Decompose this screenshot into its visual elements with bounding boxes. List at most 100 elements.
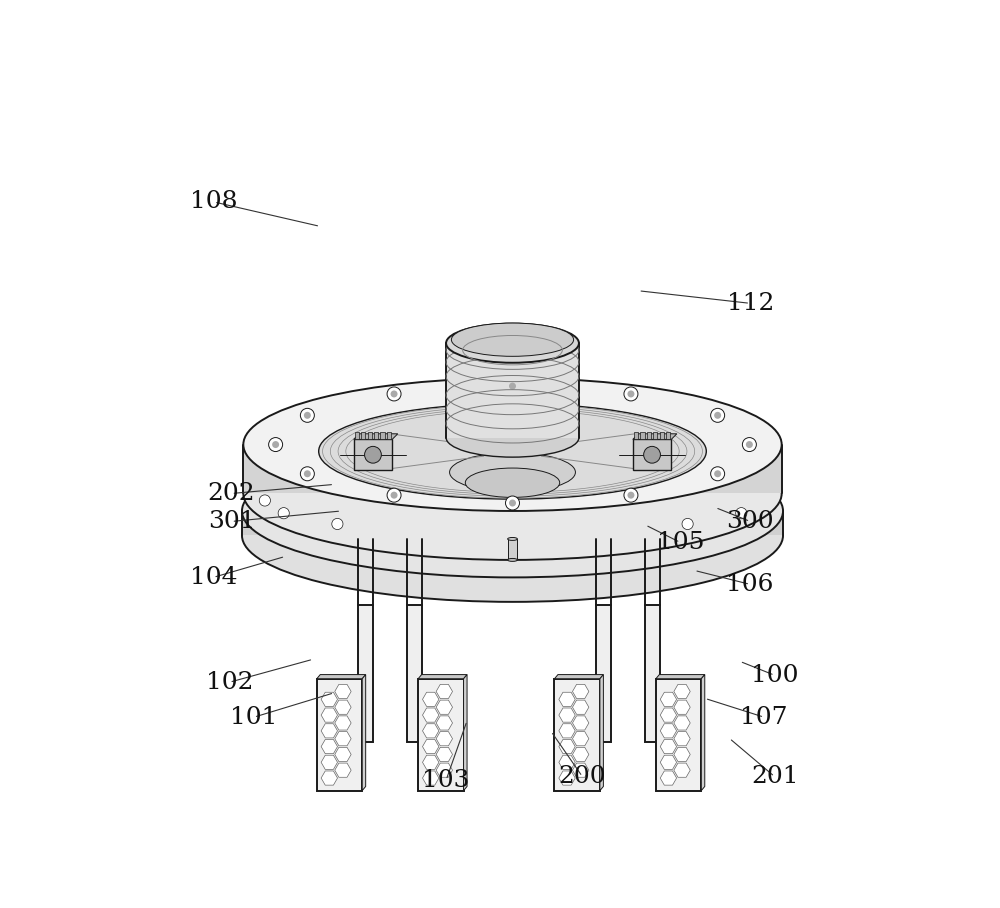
Polygon shape <box>423 771 439 785</box>
Polygon shape <box>423 755 439 769</box>
Polygon shape <box>660 724 677 738</box>
Bar <box>640 432 645 439</box>
Circle shape <box>304 470 311 478</box>
Polygon shape <box>321 708 338 722</box>
Polygon shape <box>423 724 439 738</box>
Polygon shape <box>572 700 589 715</box>
Polygon shape <box>559 708 575 722</box>
Bar <box>380 432 385 439</box>
Ellipse shape <box>508 538 517 540</box>
Polygon shape <box>572 747 589 762</box>
Polygon shape <box>436 763 453 777</box>
Polygon shape <box>418 675 467 679</box>
Bar <box>596 606 611 742</box>
Circle shape <box>278 508 289 518</box>
Polygon shape <box>317 675 366 679</box>
Circle shape <box>391 491 398 498</box>
Circle shape <box>714 470 721 478</box>
Polygon shape <box>335 747 351 762</box>
Polygon shape <box>572 716 589 730</box>
Bar <box>666 432 670 439</box>
Polygon shape <box>335 732 351 745</box>
Polygon shape <box>436 716 453 730</box>
Text: 200: 200 <box>559 765 606 788</box>
Bar <box>660 432 664 439</box>
Circle shape <box>682 518 693 529</box>
Polygon shape <box>335 763 351 777</box>
Polygon shape <box>251 495 774 509</box>
Polygon shape <box>242 511 783 536</box>
Circle shape <box>506 496 519 510</box>
Polygon shape <box>423 708 439 722</box>
Circle shape <box>365 447 381 463</box>
Circle shape <box>509 499 516 507</box>
Ellipse shape <box>243 378 782 511</box>
Polygon shape <box>674 763 690 777</box>
Circle shape <box>624 387 638 401</box>
Polygon shape <box>321 755 338 769</box>
Bar <box>361 432 365 439</box>
Circle shape <box>387 387 401 401</box>
Text: 104: 104 <box>190 566 237 589</box>
Polygon shape <box>436 700 453 715</box>
Bar <box>634 432 638 439</box>
Ellipse shape <box>508 558 517 561</box>
Bar <box>653 432 657 439</box>
Bar <box>407 606 422 742</box>
Text: 101: 101 <box>230 706 277 729</box>
Circle shape <box>387 489 401 502</box>
Polygon shape <box>559 771 575 785</box>
Circle shape <box>332 518 343 529</box>
Polygon shape <box>660 739 677 754</box>
Polygon shape <box>674 732 690 745</box>
Circle shape <box>259 495 270 506</box>
Ellipse shape <box>446 418 579 457</box>
Bar <box>355 432 359 439</box>
Circle shape <box>624 489 638 502</box>
Circle shape <box>300 409 314 422</box>
Polygon shape <box>243 445 782 493</box>
Circle shape <box>714 412 721 419</box>
Polygon shape <box>423 739 439 754</box>
Polygon shape <box>362 675 366 791</box>
Ellipse shape <box>242 469 783 602</box>
Polygon shape <box>600 675 603 791</box>
Bar <box>354 439 392 470</box>
Bar <box>647 432 651 439</box>
Circle shape <box>391 390 398 398</box>
Circle shape <box>746 441 753 448</box>
Ellipse shape <box>319 403 706 499</box>
Circle shape <box>300 467 314 480</box>
Ellipse shape <box>446 323 579 363</box>
Ellipse shape <box>465 468 560 498</box>
Polygon shape <box>660 755 677 769</box>
Polygon shape <box>446 343 579 438</box>
Circle shape <box>627 491 634 498</box>
Polygon shape <box>335 716 351 730</box>
Text: 106: 106 <box>726 573 774 596</box>
Polygon shape <box>660 708 677 722</box>
Polygon shape <box>559 692 575 706</box>
Text: 103: 103 <box>422 769 470 792</box>
Polygon shape <box>572 732 589 745</box>
Polygon shape <box>436 732 453 745</box>
Polygon shape <box>674 685 690 698</box>
Bar <box>508 539 517 560</box>
Polygon shape <box>464 675 467 791</box>
Bar <box>358 606 373 742</box>
Text: 301: 301 <box>208 510 255 533</box>
Text: 105: 105 <box>657 531 704 554</box>
Ellipse shape <box>243 427 782 560</box>
Polygon shape <box>554 675 603 679</box>
Text: 202: 202 <box>208 482 255 505</box>
Polygon shape <box>559 724 575 738</box>
Polygon shape <box>656 675 705 679</box>
Polygon shape <box>335 685 351 698</box>
Bar <box>633 439 671 470</box>
Bar <box>317 679 362 791</box>
Text: 108: 108 <box>190 191 238 213</box>
Text: 300: 300 <box>726 510 774 533</box>
Circle shape <box>736 508 747 518</box>
Polygon shape <box>701 675 705 791</box>
Circle shape <box>272 441 279 448</box>
